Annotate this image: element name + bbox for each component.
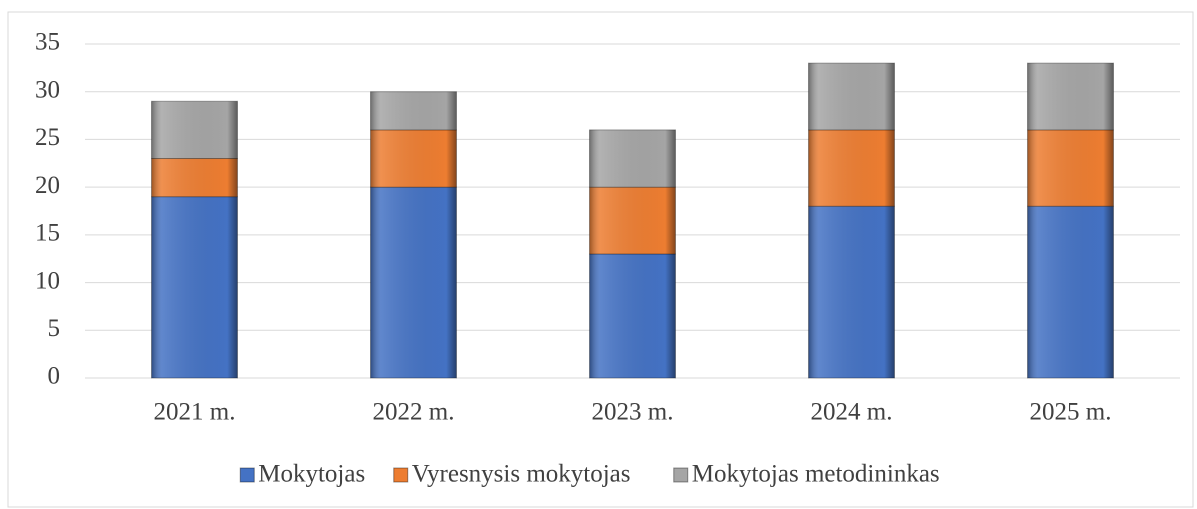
y-tick-label: 0 [48,363,61,390]
bar-bevel [589,129,676,188]
x-tick-label: 2025 m. [1030,399,1112,426]
x-tick-label: 2022 m. [373,399,455,426]
x-tick-label: 2021 m. [154,399,236,426]
bar-bevel [1027,205,1114,379]
x-tick-label: 2023 m. [592,399,674,426]
x-tick-label: 2024 m. [811,399,893,426]
legend-label: Mokytojas metodininkas [692,461,940,488]
y-tick-label: 5 [48,315,61,342]
legend-swatch [239,467,255,483]
bar-bevel [151,158,238,198]
y-tick-label: 30 [35,76,60,103]
y-tick-label: 20 [35,172,60,199]
bar-bevel [1027,129,1114,207]
bar-bevel [1027,62,1114,131]
y-tick-label: 10 [35,267,60,294]
bar-bevel [370,129,457,188]
chart-border [7,11,1194,508]
legend-swatch [673,467,689,483]
legend-label: Mokytojas [258,461,365,488]
bar-bevel [808,205,895,379]
legend-label: Vyresnysis mokytojas [412,461,631,488]
bar-bevel [808,129,895,207]
bar-bevel [370,186,457,379]
bar-bevel [589,253,676,379]
bar-bevel [589,186,676,255]
y-tick-label: 15 [35,220,60,247]
y-tick-label: 35 [35,29,60,56]
y-tick-label: 25 [35,124,60,151]
bar-bevel [151,100,238,160]
legend-swatch [393,467,409,483]
bar-bevel [808,62,895,131]
bar-bevel [151,196,238,379]
bar-bevel [370,91,457,131]
